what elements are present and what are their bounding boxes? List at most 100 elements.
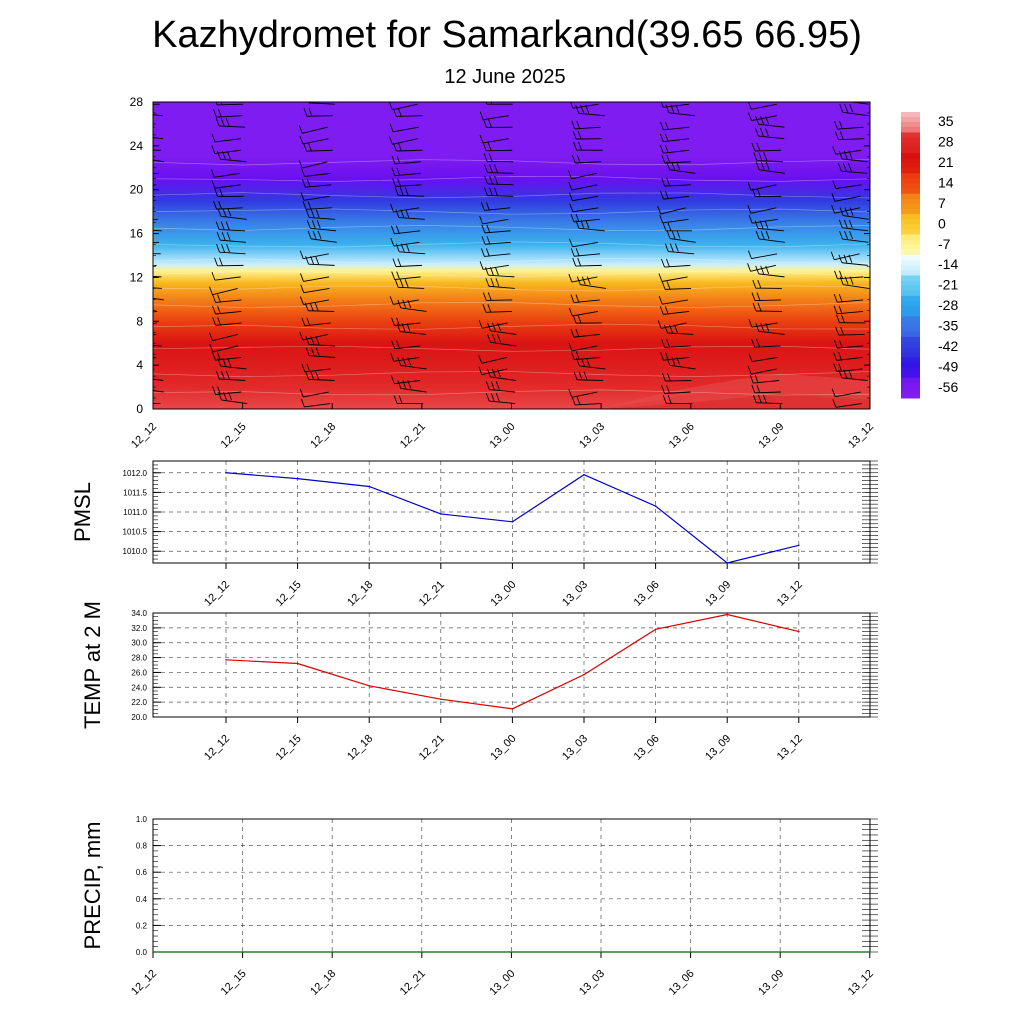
wind-barb-flag [583,371,588,380]
wind-barb-shaft [394,276,421,280]
wind-barb-flag [844,207,849,216]
wind-barb-shaft [752,218,778,224]
colorbar-fine-swatch [901,285,920,292]
wind-barb-flag [397,108,402,117]
wind-barb-shaft [216,207,243,210]
wind-barb-shaft [215,299,242,303]
wind-barb-flag [404,279,409,288]
y-tick-label: 22.0 [131,698,147,707]
wind-barb-shaft [153,253,161,255]
y-tick-label: 20.0 [131,713,147,722]
wind-barb-flag [843,254,848,263]
wind-barb-shaft [842,111,869,117]
wind-barb-flag [129,167,132,175]
wind-barb-shaft [571,172,598,180]
wind-barb-shaft [669,169,696,174]
wind-barb-flag [483,153,488,162]
series-point [600,951,602,953]
wind-barb-flag [667,372,671,382]
wind-barb-flag [661,177,666,187]
wind-barb-flag [212,317,217,326]
wind-barb-flag [661,258,665,268]
wind-barb-shaft [487,172,514,174]
wind-barb-flag [299,250,304,259]
wind-barb-flag [572,315,577,324]
wind-barb-flag [209,286,213,295]
wind-barb-shaft [571,391,598,398]
wind-barb-flag [676,230,681,239]
colorbar-fine-swatch [901,255,920,261]
wind-barb-flag [140,381,143,389]
wind-barb-flag [301,179,306,188]
wind-barb-flag [834,120,838,130]
wind-barb-shaft [308,344,335,347]
wind-barb-flag [390,375,395,384]
wind-barb-flag [217,208,222,217]
x-tick-label: 12_18 [308,968,338,998]
wind-barb-shaft [304,172,331,177]
wind-barb-shaft [395,264,422,268]
wind-barb-flag [478,366,483,375]
wind-barb-flag [301,363,306,373]
wind-barb-shaft [663,103,690,108]
wind-barb-flag [838,305,843,314]
wind-barb-shaft [574,126,601,130]
wind-barb-flag [751,338,756,348]
wind-barb-flag [754,127,759,137]
wind-barb-flag [134,128,137,136]
wind-barb-flag [838,150,843,160]
x-tick-label: 13_12 [775,733,805,763]
y-axis-label: PRECIP, mm [80,822,105,950]
wind-barb-flag [315,371,320,380]
colorbar-fine-swatch [901,214,920,220]
colorbar-fine-swatch [901,346,920,353]
y-tick-label: 0.2 [136,921,148,930]
heatmap-x-tick-label: 13_00 [488,421,518,451]
wind-barb-flag [849,230,853,240]
heatmap-y-tick-label: 24 [130,139,144,153]
wind-barb-flag [747,205,752,214]
wind-barb-flag [479,111,484,120]
wind-barb-flag [315,256,320,265]
colorbar-fine-swatch [901,387,920,394]
wind-barb-shaft [303,287,330,294]
wind-barb-flag [300,284,305,293]
wind-barbs [128,102,869,408]
wind-barb-flag [838,363,843,372]
wind-barb-shaft [302,334,329,341]
heatmap-y-tick-label: 20 [130,183,144,197]
wind-barb-flag [576,396,581,406]
wind-barb-shaft [571,184,598,191]
wind-barb-flag [671,357,676,366]
wind-barb-shaft [571,345,598,352]
wind-barb-flag [394,279,399,288]
wind-barb-flag [303,108,308,117]
heatmap-y-tick-label: 28 [130,95,144,109]
wind-barb-shaft [578,112,605,117]
wind-barb-shaft [308,378,335,381]
wind-barb-flag [757,394,762,403]
series-point [869,951,871,953]
wind-barb-shaft [837,310,864,315]
wind-barb-flag [490,392,495,402]
wind-barb-flag [397,299,402,309]
wind-barb-flag [844,104,849,113]
wind-barb-flag [754,220,759,229]
wind-barb-shaft [395,184,422,187]
colorbar-label: -42 [938,338,958,354]
wind-barb-flag [576,154,581,164]
wind-barb-shaft [153,207,155,209]
wind-barb-shaft [304,368,331,373]
wind-barb-flag [486,236,491,245]
series-point [296,477,299,480]
wind-barb-flag [481,236,486,245]
wind-barb-flag [309,302,314,311]
wind-barb-flag [396,340,401,349]
wind-barb-flag [660,102,664,108]
wind-barb-flag [128,261,131,269]
wind-barb-flag [760,161,765,170]
wind-barb-flag [660,352,664,361]
wind-barb-flag [664,324,668,334]
wind-barb-flag [836,314,840,323]
wind-barb-flag [568,342,573,352]
